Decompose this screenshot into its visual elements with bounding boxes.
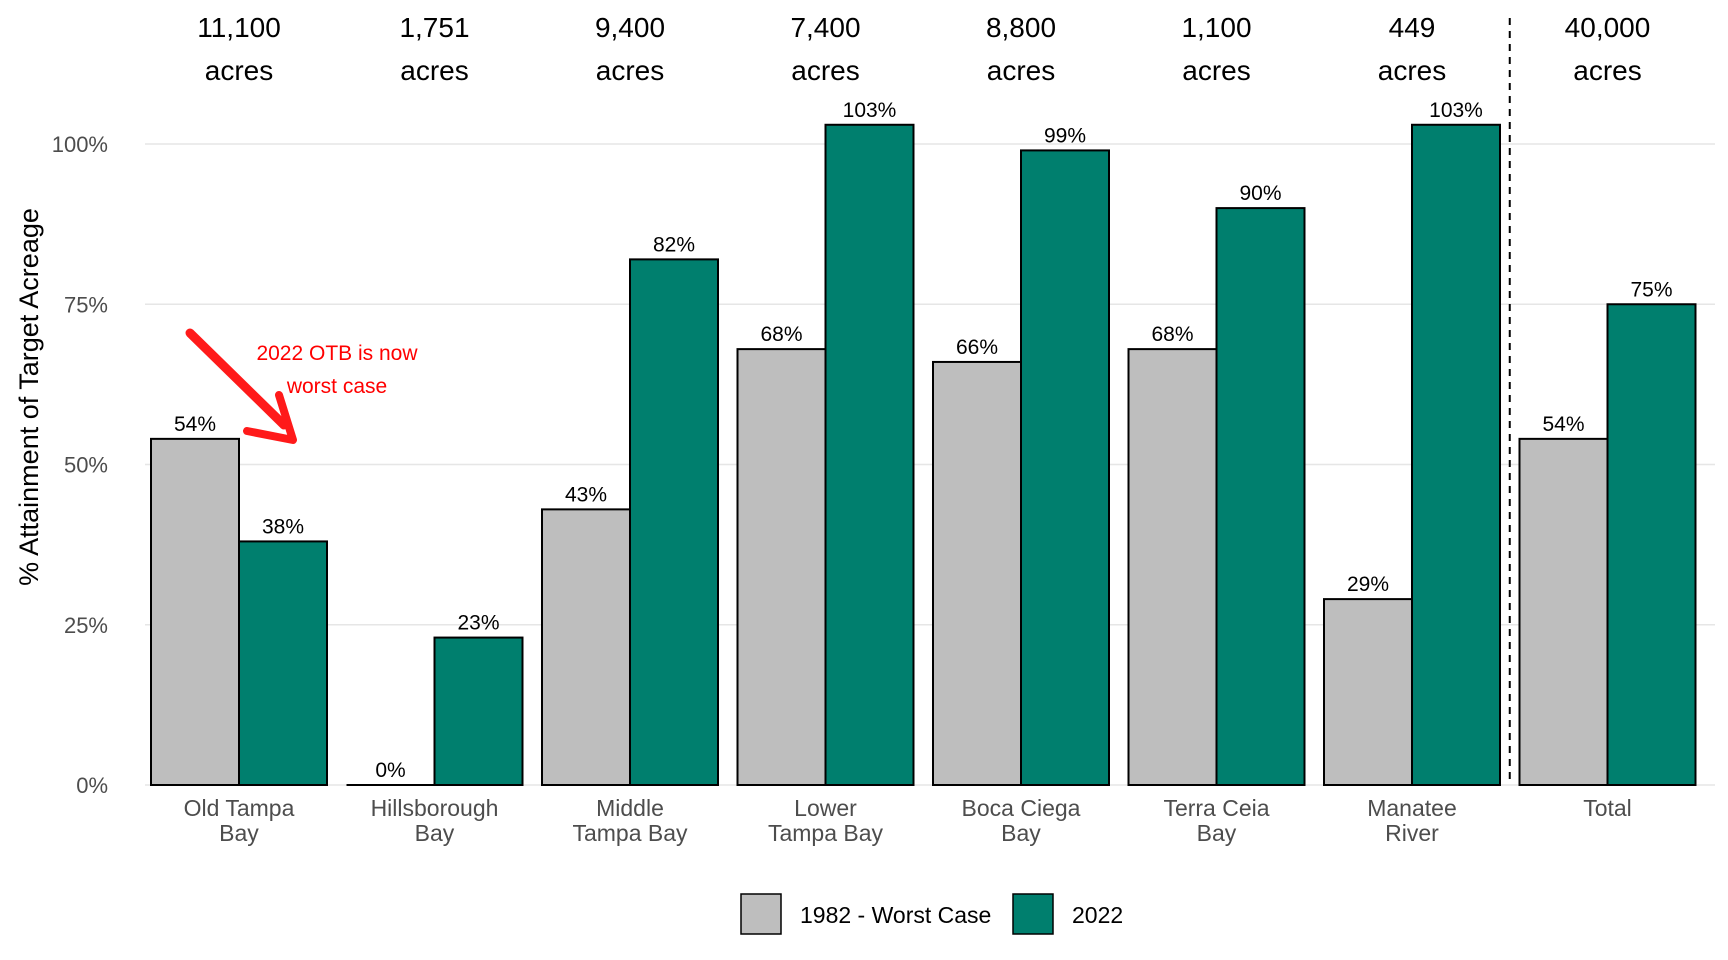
x-tick-label: Bay xyxy=(1197,820,1237,846)
bars xyxy=(150,123,1697,787)
bar-2022 xyxy=(433,636,524,786)
annotation: 2022 OTB is now worst case xyxy=(185,328,418,444)
x-tick-label: Bay xyxy=(219,820,259,846)
acreage-unit: acres xyxy=(1182,55,1250,86)
bar-value-label: 82% xyxy=(653,233,695,256)
y-tick-label: 100% xyxy=(52,132,108,157)
x-tick-label: Boca Ciega xyxy=(962,795,1081,821)
acreage-labels: 11,100 acres 1,751 acres 9,400 acres 7,400 acre… xyxy=(197,12,1650,86)
x-tick-label: Terra Ceia xyxy=(1163,795,1269,821)
bar-2022 xyxy=(1411,123,1501,786)
legend-label-1982: 1982 - Worst Case xyxy=(800,902,991,928)
x-tick-label: Lower xyxy=(794,795,857,821)
x-tick-label: Old Tampa xyxy=(184,795,295,821)
bar-value-label: 103% xyxy=(1429,99,1483,122)
acreage-value: 1,100 xyxy=(1181,12,1251,43)
annotation-line-1: 2022 OTB is now xyxy=(256,342,418,365)
x-tick-label: Total xyxy=(1583,795,1632,821)
y-tick-label: 25% xyxy=(64,613,108,638)
bar-value-label: 54% xyxy=(1542,413,1584,436)
bar-value-label: 38% xyxy=(262,515,304,538)
annotation-line-2: worst case xyxy=(286,375,387,398)
acreage-unit: acres xyxy=(1378,55,1446,86)
y-tick-label: 0% xyxy=(76,773,108,798)
bar-value-labels: 54% 38% 0% 23% 43% 82% 68% 103% 66% 99% 68% 90% 29% 1… xyxy=(174,99,1673,782)
bar-value-label: 68% xyxy=(1151,323,1193,346)
bar-value-label: 99% xyxy=(1044,124,1086,147)
x-tick-label: Middle xyxy=(596,795,664,821)
y-axis-ticks: 0% 25% 50% 75% 100% xyxy=(52,132,108,798)
bar-1982 xyxy=(1323,598,1413,786)
acreage-unit: acres xyxy=(791,55,859,86)
bar-value-label: 68% xyxy=(760,323,802,346)
x-tick-label: Bay xyxy=(415,820,455,846)
legend-swatch-1982 xyxy=(740,893,782,935)
bar-2022 xyxy=(824,123,915,786)
legend-label-2022: 2022 xyxy=(1072,902,1123,928)
y-axis-title: % Attainment of Target Acreage xyxy=(14,208,44,586)
bar-1982 xyxy=(1518,437,1609,786)
red-arrow-icon xyxy=(185,328,289,430)
bar-value-label: 90% xyxy=(1239,182,1281,205)
bar-2022 xyxy=(1606,303,1697,786)
legend-swatch-2022 xyxy=(1012,893,1054,935)
acreage-value: 40,000 xyxy=(1565,12,1651,43)
acreage-unit: acres xyxy=(987,55,1055,86)
red-arrow-head-icon xyxy=(243,391,297,444)
acreage-unit: acres xyxy=(596,55,664,86)
x-tick-label: Tampa Bay xyxy=(572,820,688,846)
bar-value-label: 29% xyxy=(1347,573,1389,596)
bar-value-label: 0% xyxy=(375,759,405,782)
bar-2022 xyxy=(238,540,328,786)
bar-value-label: 23% xyxy=(457,612,499,635)
bar-value-label: 103% xyxy=(843,99,897,122)
x-tick-label: River xyxy=(1385,820,1439,846)
bar-2022 xyxy=(1020,149,1110,787)
y-tick-label: 75% xyxy=(64,292,108,317)
bar-1982 xyxy=(150,437,240,786)
acreage-value: 1,751 xyxy=(399,12,469,43)
x-tick-label: Manatee xyxy=(1367,795,1457,821)
bar-value-label: 43% xyxy=(565,483,607,506)
bar-1982 xyxy=(736,348,827,786)
x-tick-label: Bay xyxy=(1001,820,1041,846)
bar-value-label: 54% xyxy=(174,413,216,436)
acreage-unit: acres xyxy=(205,55,273,86)
acreage-value: 9,400 xyxy=(595,12,665,43)
bar-2022 xyxy=(1215,207,1306,787)
bar-value-label: 75% xyxy=(1630,278,1672,301)
acreage-unit: acres xyxy=(1573,55,1641,86)
acreage-value: 8,800 xyxy=(986,12,1056,43)
legend: 1982 - Worst Case 2022 xyxy=(740,893,1123,935)
bar-1982 xyxy=(1127,348,1218,786)
y-tick-label: 50% xyxy=(64,453,108,478)
bar-value-label: 66% xyxy=(956,336,998,359)
acreage-value: 449 xyxy=(1389,12,1436,43)
acreage-value: 7,400 xyxy=(790,12,860,43)
x-tick-label: Hillsborough xyxy=(371,795,499,821)
acreage-unit: acres xyxy=(400,55,468,86)
acreage-value: 11,100 xyxy=(197,12,281,43)
bar-2022 xyxy=(629,258,719,786)
bar-1982 xyxy=(932,360,1022,786)
x-tick-label: Tampa Bay xyxy=(768,820,884,846)
bar-1982 xyxy=(541,508,631,786)
